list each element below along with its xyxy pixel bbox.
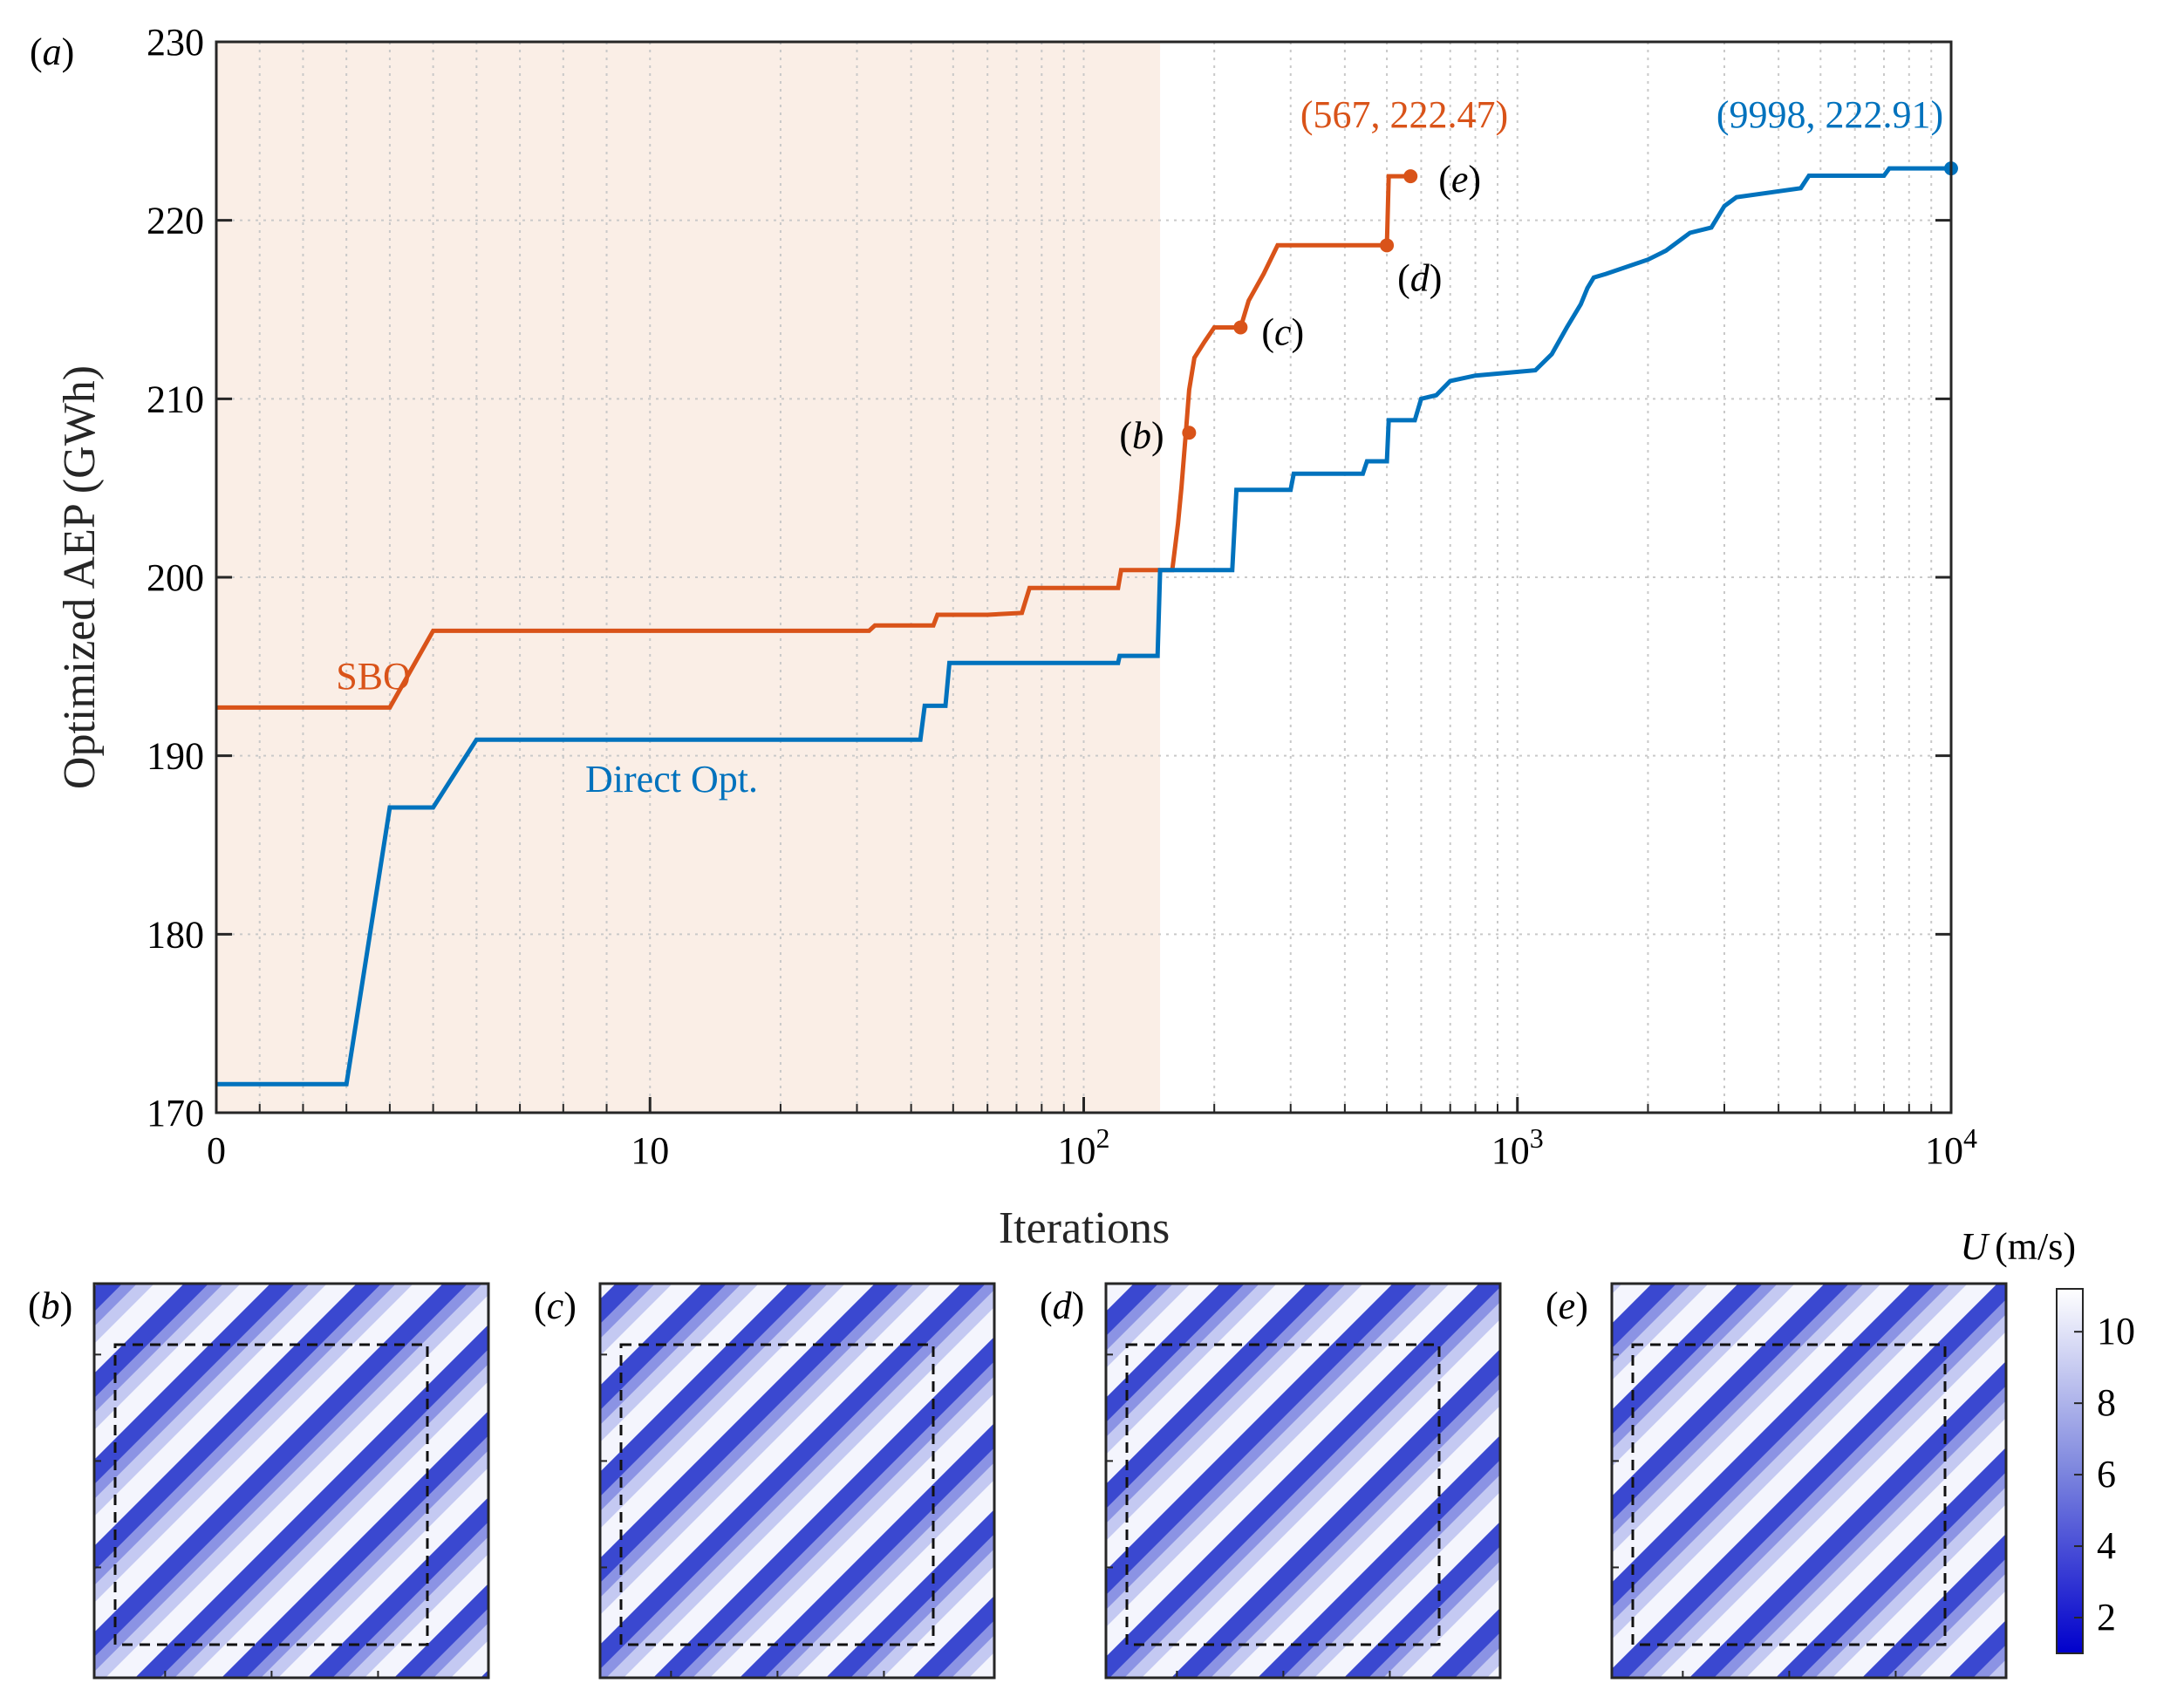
marker-b [1182, 426, 1197, 440]
marker-label-c: (c) [1261, 310, 1304, 353]
colorbar-title: U (m/s) [1960, 1225, 2076, 1268]
flow-panel-e: (e) [1546, 1282, 2008, 1680]
sbo-end-annotation: (567, 222.47) [1300, 93, 1508, 136]
flow-field-image [1612, 1284, 2006, 1678]
x-axis-label: Iterations [999, 1203, 1170, 1253]
flow-field-panels: (b) (c) (d) (e) [28, 1282, 2008, 1680]
marker-label-e: (e) [1438, 158, 1481, 201]
grid [216, 42, 1951, 1113]
marker-d [1380, 238, 1395, 253]
panel-frame [1104, 1282, 1502, 1680]
colorbar-tick-label: 4 [2097, 1524, 2116, 1567]
direct-opt-line [216, 166, 1951, 1087]
x-tick-label: 10 [631, 1129, 669, 1172]
panel-frame [92, 1282, 490, 1680]
panel-label-c: (c) [534, 1284, 577, 1327]
panel-label-e: (e) [1546, 1284, 1588, 1327]
domain-boundary [113, 1343, 429, 1646]
marker-e [1403, 169, 1418, 184]
marker-label-d: (d) [1397, 256, 1442, 299]
series-lines [216, 166, 1951, 1087]
flow-field-image [1106, 1284, 1500, 1678]
sbo-series-label: SBO [336, 655, 411, 698]
colorbar-tick-label: 2 [2097, 1596, 2116, 1639]
axis-ticks: 170 180 190 200 210 220 230 0 10 102 103 104 [147, 21, 1977, 1172]
flow-panel-c: (c) [534, 1282, 996, 1680]
flow-field-image [600, 1284, 994, 1678]
y-tick-label: 210 [147, 378, 204, 420]
panel-frame [598, 1282, 996, 1680]
colorbar-tick-label: 8 [2097, 1381, 2116, 1424]
y-tick-label: 200 [147, 556, 204, 599]
colorbar-tick-label: 6 [2097, 1453, 2116, 1496]
y-tick-label: 180 [147, 913, 204, 956]
marker-c [1233, 320, 1248, 335]
colorbar-tick-label: 10 [2097, 1310, 2135, 1353]
sbo-line [216, 174, 1411, 710]
flow-panel-d: (d) [1040, 1282, 1502, 1680]
x-tick-label: 0 [207, 1129, 226, 1172]
colorbar: U (m/s) 10 8 6 4 2 [1960, 1225, 2135, 1654]
direct-opt-end-annotation: (9998, 222.91) [1716, 93, 1943, 136]
y-tick-label: 170 [147, 1092, 204, 1134]
y-tick-label: 230 [147, 21, 204, 64]
x-tick-label: 102 [1058, 1122, 1110, 1172]
marker-label-b: (b) [1119, 414, 1164, 457]
domain-boundary [1631, 1343, 1947, 1646]
colorbar-ticks: 10 8 6 4 2 [2074, 1310, 2135, 1639]
domain-boundary [1125, 1343, 1441, 1646]
direct-opt-series-label: Direct Opt. [585, 758, 758, 801]
domain-boundary [619, 1343, 935, 1646]
panel-label-a: (a) [30, 31, 74, 73]
x-tick-label: 103 [1491, 1122, 1544, 1172]
y-axis-label: Optimized AEP (GWh) [55, 365, 105, 789]
flow-field-image [94, 1284, 488, 1678]
panel-frame [1610, 1282, 2008, 1680]
y-tick-label: 190 [147, 735, 204, 778]
flow-panel-b: (b) [28, 1282, 490, 1680]
panel-label-d: (d) [1040, 1284, 1084, 1327]
series-markers [1182, 161, 1958, 440]
y-tick-label: 220 [147, 200, 204, 242]
annotations: (b) (c) (d) (e) (567, 222.47) (9998, 222.91) S… [336, 93, 1943, 801]
colorbar-gradient [2056, 1288, 2084, 1654]
x-tick-label: 104 [1925, 1122, 1977, 1172]
panel-label-b: (b) [28, 1284, 72, 1327]
